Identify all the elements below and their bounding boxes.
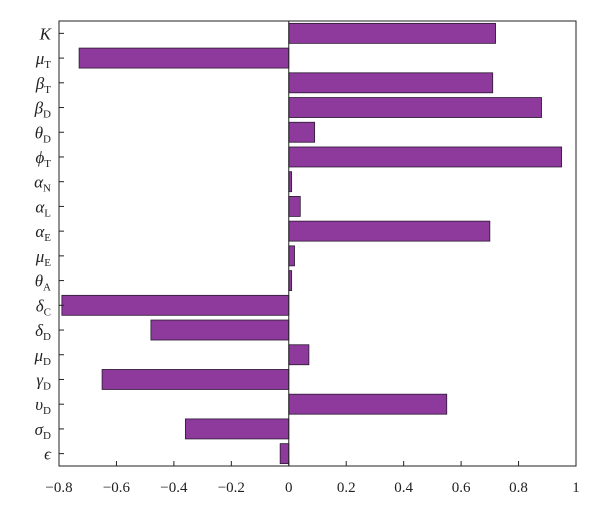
bar bbox=[288, 146, 563, 168]
y-tick-label: ϕT bbox=[35, 148, 51, 170]
x-axis: −0.8 −0.6 −0.4 −0.2 0 0.2 0.4 0.6 0.8 1 bbox=[45, 461, 580, 496]
category-symbol: δ bbox=[35, 321, 44, 340]
category-symbol: θ bbox=[35, 123, 43, 142]
y-tick-label: θD bbox=[35, 123, 51, 145]
y-tick-label: μD bbox=[34, 346, 52, 368]
y-tick-label: αL bbox=[35, 197, 51, 219]
bar bbox=[288, 22, 496, 44]
y-tick-label: υD bbox=[35, 395, 51, 417]
bar bbox=[288, 245, 295, 267]
y-tick-label: γD bbox=[36, 370, 51, 392]
bar bbox=[279, 443, 290, 465]
y-tick-label: μE bbox=[35, 247, 52, 269]
category-symbol: υ bbox=[35, 395, 43, 414]
x-tick-label: 1 bbox=[572, 480, 580, 496]
category-subscript: D bbox=[43, 133, 51, 145]
category-symbol: K bbox=[39, 24, 53, 43]
category-symbol: σ bbox=[35, 420, 44, 439]
bar bbox=[101, 369, 290, 390]
plot-frame bbox=[58, 20, 577, 467]
x-tick-label: 0.6 bbox=[452, 480, 471, 496]
x-tick-label: 0.2 bbox=[337, 480, 356, 496]
bar bbox=[78, 47, 290, 69]
y-tick-label: αN bbox=[34, 173, 51, 195]
y-tick-label: σD bbox=[35, 420, 51, 442]
bar bbox=[61, 294, 290, 316]
x-tick-label: −0.6 bbox=[103, 480, 131, 496]
bar bbox=[288, 220, 491, 242]
category-symbol: α bbox=[35, 222, 45, 241]
bar bbox=[184, 418, 290, 440]
bar bbox=[288, 97, 542, 118]
bar bbox=[288, 344, 310, 366]
category-symbol: β bbox=[34, 99, 44, 118]
category-subscript: A bbox=[43, 282, 51, 294]
category-subscript: D bbox=[43, 331, 51, 343]
category-symbol: θ bbox=[35, 272, 43, 291]
category-subscript: T bbox=[44, 158, 51, 170]
category-symbol: γ bbox=[36, 370, 44, 389]
y-tick-label: ϵ bbox=[44, 445, 52, 464]
category-symbol: ϕ bbox=[35, 148, 44, 167]
category-subscript: D bbox=[43, 405, 51, 417]
category-subscript: N bbox=[43, 183, 51, 195]
category-subscript: T bbox=[44, 84, 51, 96]
y-tick-label: μT bbox=[35, 49, 52, 71]
category-subscript: C bbox=[44, 306, 51, 318]
category-subscript: T bbox=[44, 59, 51, 71]
x-tick-label: 0.8 bbox=[509, 480, 528, 496]
bar bbox=[288, 121, 316, 143]
category-symbol: α bbox=[34, 173, 44, 192]
category-subscript: D bbox=[43, 109, 51, 121]
category-symbol: μ bbox=[35, 247, 45, 266]
y-tick-label: βD bbox=[34, 99, 51, 121]
x-tick-label: −0.4 bbox=[160, 480, 188, 496]
category-symbol: α bbox=[35, 197, 45, 216]
x-tick-label: −0.2 bbox=[218, 480, 245, 496]
y-tick-label: αE bbox=[35, 222, 51, 244]
x-tick-label: 0.4 bbox=[394, 480, 413, 496]
x-tick-label: 0 bbox=[285, 480, 293, 496]
y-tick-label: δC bbox=[36, 296, 51, 318]
category-subscript: E bbox=[44, 232, 51, 244]
bar bbox=[288, 196, 301, 217]
category-subscript: D bbox=[43, 356, 51, 368]
category-symbol: ϵ bbox=[44, 445, 52, 464]
x-tick-label: −0.8 bbox=[45, 480, 72, 496]
category-subscript: E bbox=[44, 257, 51, 269]
category-symbol: β bbox=[35, 74, 45, 93]
bar bbox=[288, 72, 494, 94]
bar bbox=[288, 393, 448, 415]
bar bbox=[150, 319, 290, 341]
bars-group bbox=[61, 22, 563, 465]
category-symbol: δ bbox=[36, 296, 45, 315]
category-symbol: μ bbox=[34, 346, 44, 365]
y-tick-label: K bbox=[39, 24, 53, 43]
y-tick-label: βT bbox=[35, 74, 51, 96]
category-subscript: D bbox=[43, 430, 51, 442]
category-subscript: L bbox=[44, 207, 51, 219]
category-symbol: μ bbox=[35, 49, 45, 68]
y-tick-label: δD bbox=[35, 321, 51, 343]
y-tick-label: θA bbox=[35, 272, 51, 294]
category-subscript: D bbox=[43, 380, 51, 392]
